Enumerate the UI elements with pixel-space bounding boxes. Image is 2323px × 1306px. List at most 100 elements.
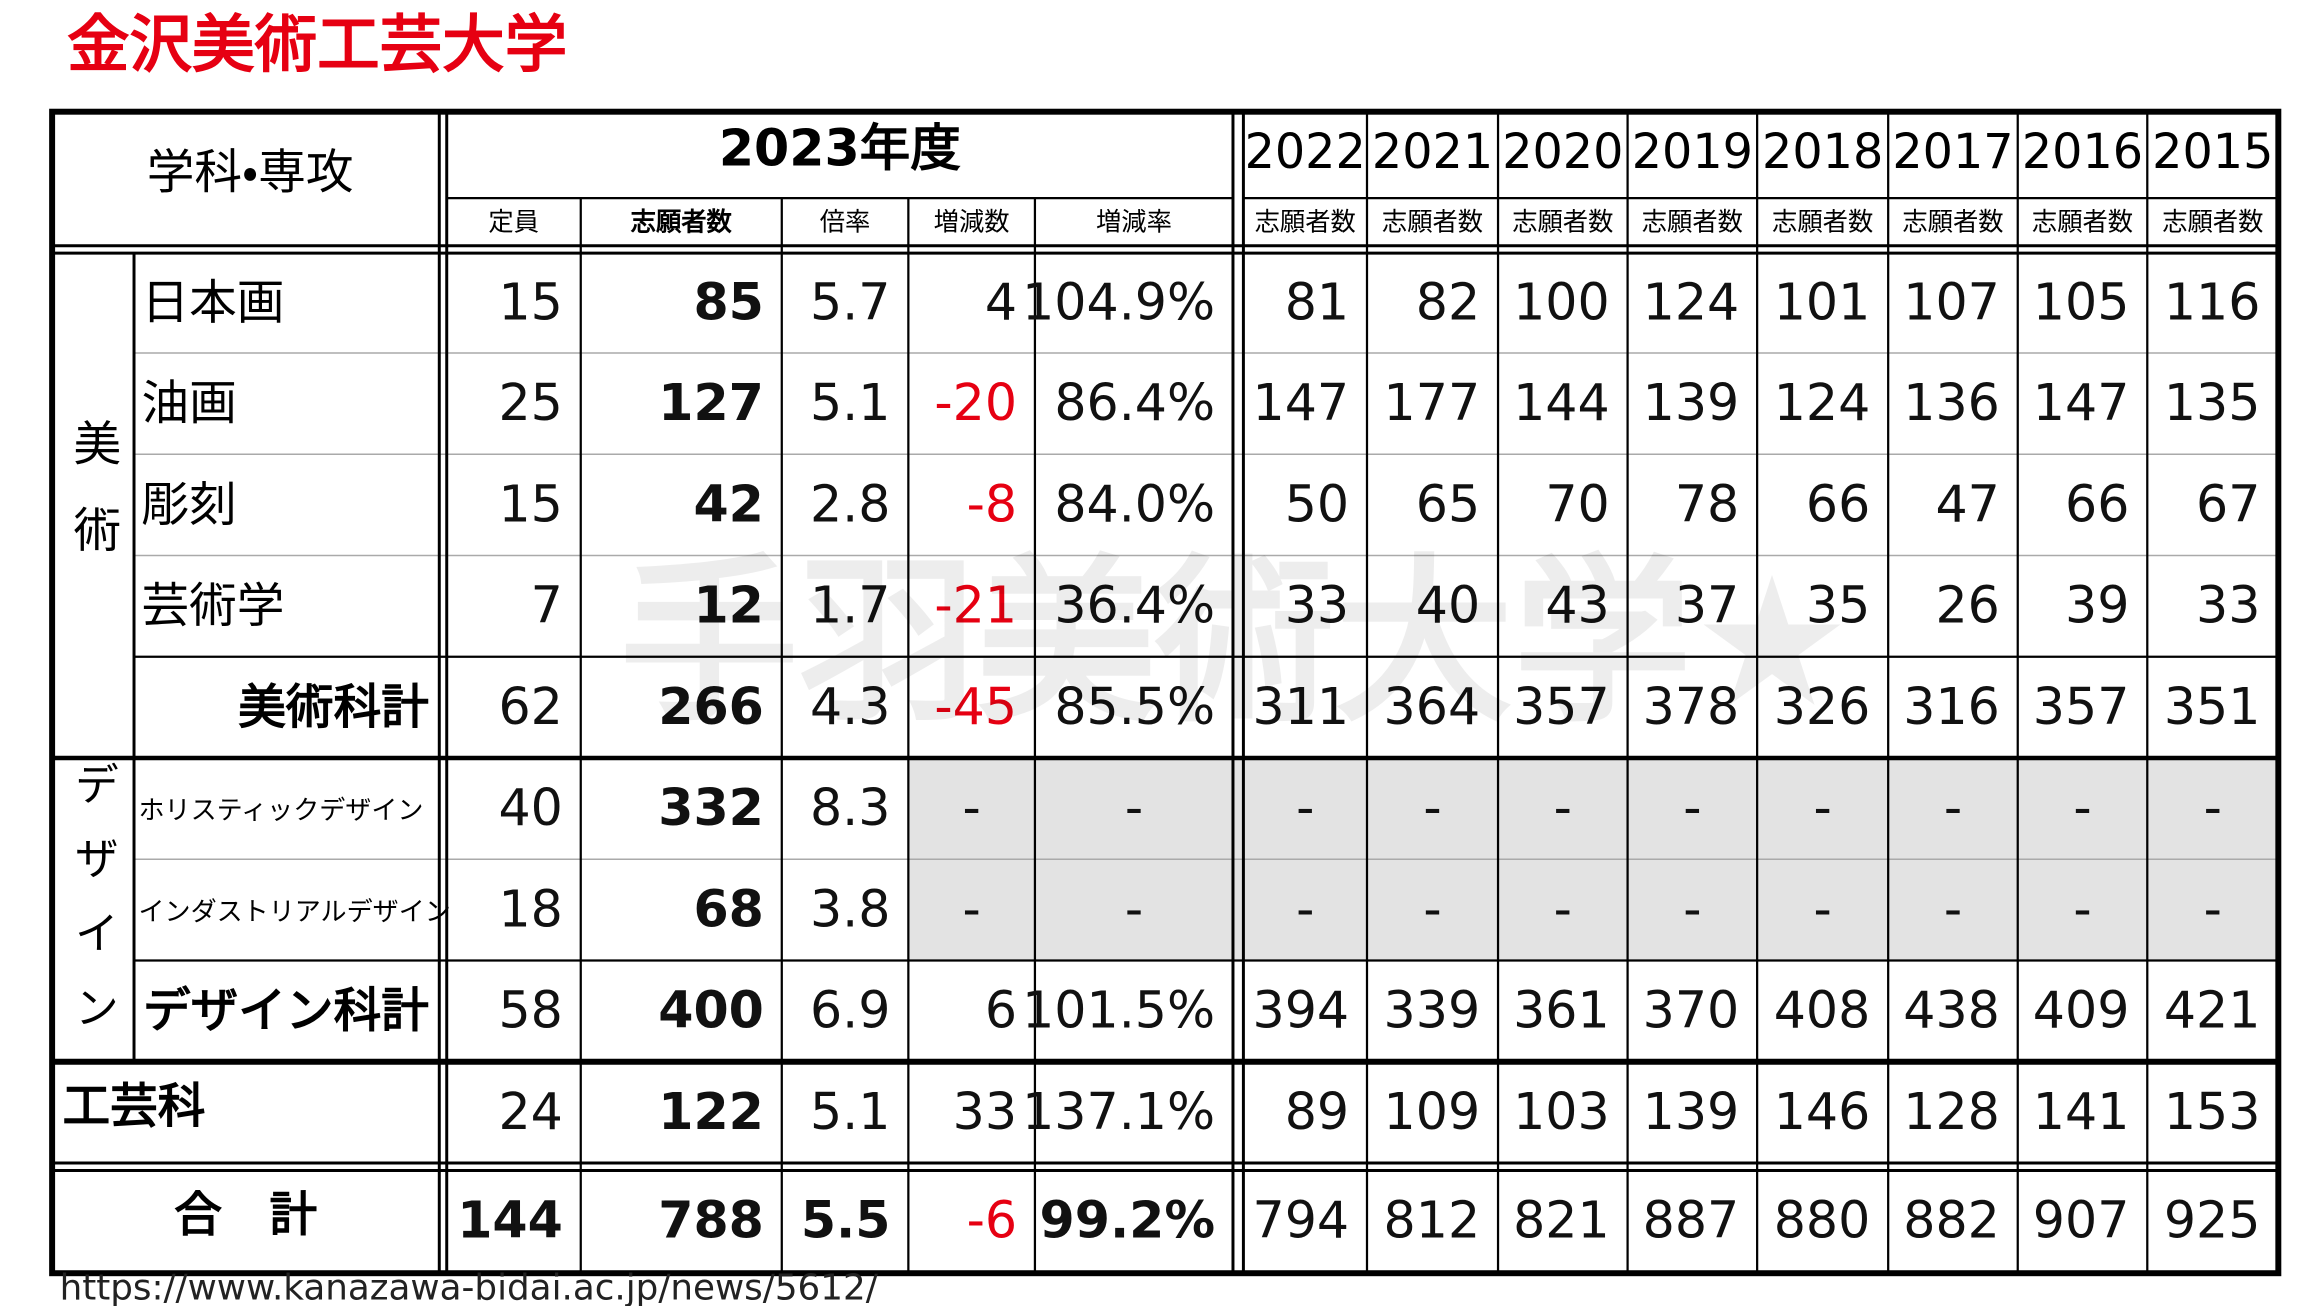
cell: 146 bbox=[1774, 1082, 1871, 1141]
watermark: 手羽美術大学★ bbox=[620, 539, 1852, 747]
cell: 5.1 bbox=[810, 1082, 890, 1141]
title: 金沢美術工芸大学 bbox=[67, 8, 567, 81]
cell: 67 bbox=[2196, 474, 2260, 533]
cell: 24 bbox=[498, 1082, 562, 1141]
cell: 33 bbox=[1285, 576, 1349, 635]
cell: 887 bbox=[1643, 1191, 1740, 1250]
cell: - bbox=[1423, 879, 1441, 938]
cell: 25 bbox=[498, 373, 562, 432]
row-name: 芸術学 bbox=[141, 579, 284, 634]
cell: - bbox=[1944, 778, 1962, 837]
year-sub-header: 志願者数 bbox=[1382, 207, 1483, 236]
year-header: 2021 bbox=[1372, 125, 1493, 180]
cell: 5.1 bbox=[810, 373, 890, 432]
cell: 137.1% bbox=[1022, 1082, 1215, 1141]
cell: 122 bbox=[658, 1082, 764, 1141]
cell: 438 bbox=[1903, 981, 2000, 1040]
row-name: 油画 bbox=[141, 377, 236, 432]
cell: 339 bbox=[1384, 981, 1481, 1040]
cell: 100 bbox=[1513, 273, 1610, 332]
cell: 316 bbox=[1903, 677, 2000, 736]
table-border bbox=[49, 108, 2282, 1277]
year-sub-header: 志願者数 bbox=[2032, 207, 2133, 236]
cell: 357 bbox=[2033, 677, 2130, 736]
cell: - bbox=[1683, 879, 1701, 938]
cell: 135 bbox=[2164, 373, 2261, 432]
cell: 40 bbox=[498, 778, 562, 837]
cell: 124 bbox=[1774, 373, 1871, 432]
cell: 364 bbox=[1384, 677, 1481, 736]
year-header: 2018 bbox=[1762, 125, 1883, 180]
cell: 78 bbox=[1675, 474, 1739, 533]
cell: 4 bbox=[985, 273, 1017, 332]
cell: 68 bbox=[693, 879, 763, 938]
cell: 378 bbox=[1643, 677, 1740, 736]
cell: 361 bbox=[1513, 981, 1610, 1040]
cell: 18 bbox=[498, 879, 562, 938]
year-header: 2015 bbox=[2152, 125, 2273, 180]
year-sub-header: 志願者数 bbox=[2162, 207, 2263, 236]
cell: 136 bbox=[1903, 373, 2000, 432]
cell: 147 bbox=[2033, 373, 2130, 432]
cell: 86.4% bbox=[1054, 373, 1215, 432]
cell: -6 bbox=[967, 1191, 1017, 1250]
cell: 821 bbox=[1513, 1191, 1610, 1250]
cell: 3.8 bbox=[810, 879, 890, 938]
cell: 116 bbox=[2164, 273, 2261, 332]
cell: 7 bbox=[531, 576, 563, 635]
cell: 147 bbox=[1253, 373, 1350, 432]
cell: 266 bbox=[658, 677, 764, 736]
row-name: ホリスティックデザイン bbox=[138, 796, 423, 826]
year-sub-header: 志願者数 bbox=[1642, 207, 1743, 236]
cell: 153 bbox=[2164, 1082, 2261, 1141]
cell: 66 bbox=[2065, 474, 2129, 533]
year-header: 2019 bbox=[1632, 125, 1753, 180]
cell: 144 bbox=[1513, 373, 1610, 432]
cell: - bbox=[1125, 879, 1143, 938]
cell: - bbox=[1125, 778, 1143, 837]
cell: 128 bbox=[1903, 1082, 2000, 1141]
cell: - bbox=[2073, 879, 2091, 938]
cell: 39 bbox=[2065, 576, 2129, 635]
cell: 85.5% bbox=[1054, 677, 1215, 736]
cell: -21 bbox=[934, 576, 1017, 635]
cell: 65 bbox=[1416, 474, 1480, 533]
cell: 332 bbox=[658, 778, 764, 837]
cell: 40 bbox=[1416, 576, 1480, 635]
cell: 109 bbox=[1384, 1082, 1481, 1141]
cell: 101 bbox=[1774, 273, 1871, 332]
cell: 6 bbox=[985, 981, 1017, 1040]
cell: 124 bbox=[1643, 273, 1740, 332]
cell: 326 bbox=[1774, 677, 1871, 736]
cell: -20 bbox=[934, 373, 1017, 432]
group-label: デザイン bbox=[66, 761, 118, 1059]
cell: 89 bbox=[1285, 1082, 1349, 1141]
cell: 62 bbox=[498, 677, 562, 736]
cell: 5.5 bbox=[801, 1191, 891, 1250]
cell: 139 bbox=[1643, 373, 1740, 432]
cell: 12 bbox=[693, 576, 763, 635]
grid bbox=[49, 108, 2282, 1277]
cell: 394 bbox=[1253, 981, 1350, 1040]
cell: 357 bbox=[1513, 677, 1610, 736]
cell: 26 bbox=[1935, 576, 1999, 635]
cell: 177 bbox=[1384, 373, 1481, 432]
cell: 141 bbox=[2033, 1082, 2130, 1141]
cell: -45 bbox=[934, 677, 1017, 736]
cell: 81 bbox=[1285, 273, 1349, 332]
cell: 37 bbox=[1675, 576, 1739, 635]
year-header: 2017 bbox=[1892, 125, 2013, 180]
cell: 5.7 bbox=[810, 273, 890, 332]
cell: 103 bbox=[1513, 1082, 1610, 1141]
cell: 6.9 bbox=[810, 981, 890, 1040]
cell: 105 bbox=[2033, 273, 2130, 332]
cell: 107 bbox=[1903, 273, 2000, 332]
cell: 2.8 bbox=[810, 474, 890, 533]
cell: 15 bbox=[498, 273, 562, 332]
cell: 4.3 bbox=[810, 677, 890, 736]
year-sub-header: 志願者数 bbox=[1255, 207, 1356, 236]
cell: 144 bbox=[457, 1191, 563, 1250]
cell: 400 bbox=[658, 981, 764, 1040]
